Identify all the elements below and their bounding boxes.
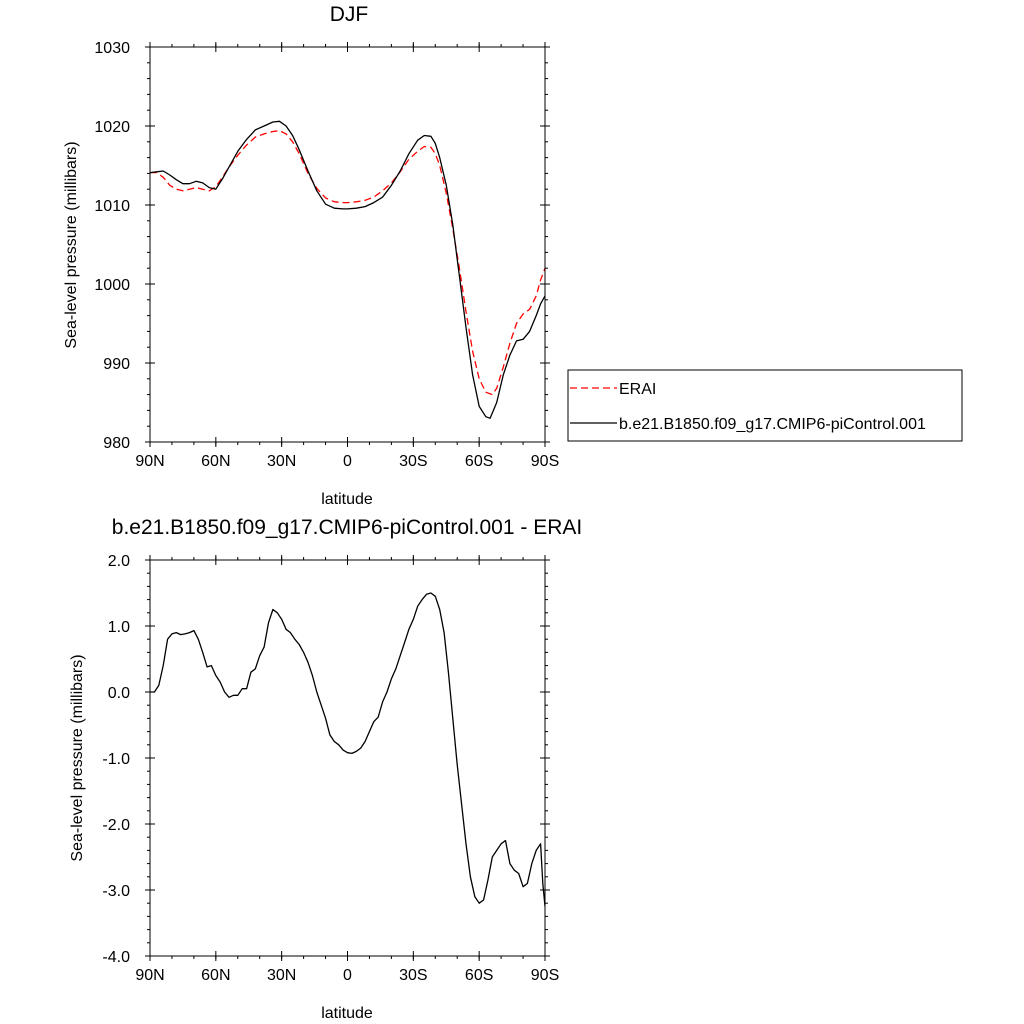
bottom-chart-title: b.e21.B1850.f09_g17.CMIP6-piControl.001 … bbox=[112, 516, 582, 539]
bottom-chart-x-tick-label: 30N bbox=[267, 967, 296, 984]
top-chart-ticks: 980 990 1000 1010 1020 1030 90N 60N 30N 0 30S 60S 90… bbox=[94, 40, 559, 470]
top-chart-model-series-line bbox=[149, 120, 546, 419]
top-chart-y-tick-label: 1000 bbox=[94, 277, 130, 294]
bottom-chart-frame bbox=[149, 559, 546, 957]
top-chart-x-tick-label: 60N bbox=[201, 453, 230, 470]
legend-label-model: b.e21.B1850.f09_g17.CMIP6-piControl.001 bbox=[619, 416, 926, 433]
top-chart-frame bbox=[149, 46, 546, 443]
top-chart-x-tick-label: 30S bbox=[399, 453, 427, 470]
bottom-chart-y-tick-label: 0.0 bbox=[108, 685, 130, 702]
top-chart-x-tick-label: 0 bbox=[343, 453, 352, 470]
top-chart-x-tick-label: 30N bbox=[267, 453, 296, 470]
bottom-chart-model-series-line bbox=[150, 592, 546, 907]
top-chart-x-axis-label: latitude bbox=[321, 491, 373, 508]
top-chart-y-tick-label: 1020 bbox=[94, 119, 130, 136]
bottom-chart-y-tick-label: -2.0 bbox=[102, 817, 130, 834]
erai-series-line bbox=[150, 130, 546, 396]
bottom-chart-x-axis-label: latitude bbox=[321, 1005, 373, 1022]
bottom-chart-x-tick-label: 60S bbox=[465, 967, 493, 984]
bottom-chart-y-tick-label: 2.0 bbox=[108, 553, 130, 570]
bottom-chart-x-tick-label: 90S bbox=[531, 967, 559, 984]
top-chart-y-tick-label: 990 bbox=[103, 356, 130, 373]
bottom-chart-y-tick-label: -4.0 bbox=[102, 949, 130, 966]
legend-box bbox=[567, 369, 963, 442]
bottom-chart-x-tick-label: 0 bbox=[343, 967, 352, 984]
top-chart-y-tick-label: 980 bbox=[103, 435, 130, 452]
top-chart-y-tick-label: 1010 bbox=[94, 198, 130, 215]
bottom-chart-panel: b.e21.B1850.f09_g17.CMIP6-piControl.001 … bbox=[69, 516, 582, 1022]
top-chart-y-tick-label: 1030 bbox=[94, 40, 130, 57]
legend-label-erai: ERAI bbox=[619, 381, 656, 398]
top-chart-x-tick-label: 60S bbox=[465, 453, 493, 470]
bottom-chart-y-tick-label: -3.0 bbox=[102, 883, 130, 900]
top-chart-series bbox=[149, 120, 546, 419]
bottom-chart-x-tick-label: 90N bbox=[135, 967, 164, 984]
bottom-chart-x-tick-label: 30S bbox=[399, 967, 427, 984]
bottom-chart-series bbox=[150, 592, 546, 907]
top-chart-panel: DJF 980 990 1000 1010 1020 1030 90N 60N 30N 0 30S 6… bbox=[63, 3, 559, 508]
top-chart-x-tick-label: 90N bbox=[135, 453, 164, 470]
bottom-chart-y-axis-label: Sea-level pressure (millibars) bbox=[69, 654, 86, 861]
top-chart-y-axis-label: Sea-level pressure (millibars) bbox=[63, 141, 80, 348]
bottom-chart-ticks: -4.0 -3.0 -2.0 -1.0 0.0 1.0 2.0 90N 60N 30N 0 30S 60… bbox=[102, 553, 559, 984]
chart-legend: ERAI b.e21.B1850.f09_g17.CMIP6-piControl… bbox=[567, 369, 963, 442]
top-chart-title: DJF bbox=[330, 3, 369, 26]
bottom-chart-x-tick-label: 60N bbox=[201, 967, 230, 984]
bottom-chart-y-tick-label: 1.0 bbox=[108, 619, 130, 636]
bottom-chart-y-tick-label: -1.0 bbox=[102, 751, 130, 768]
top-chart-x-tick-label: 90S bbox=[531, 453, 559, 470]
